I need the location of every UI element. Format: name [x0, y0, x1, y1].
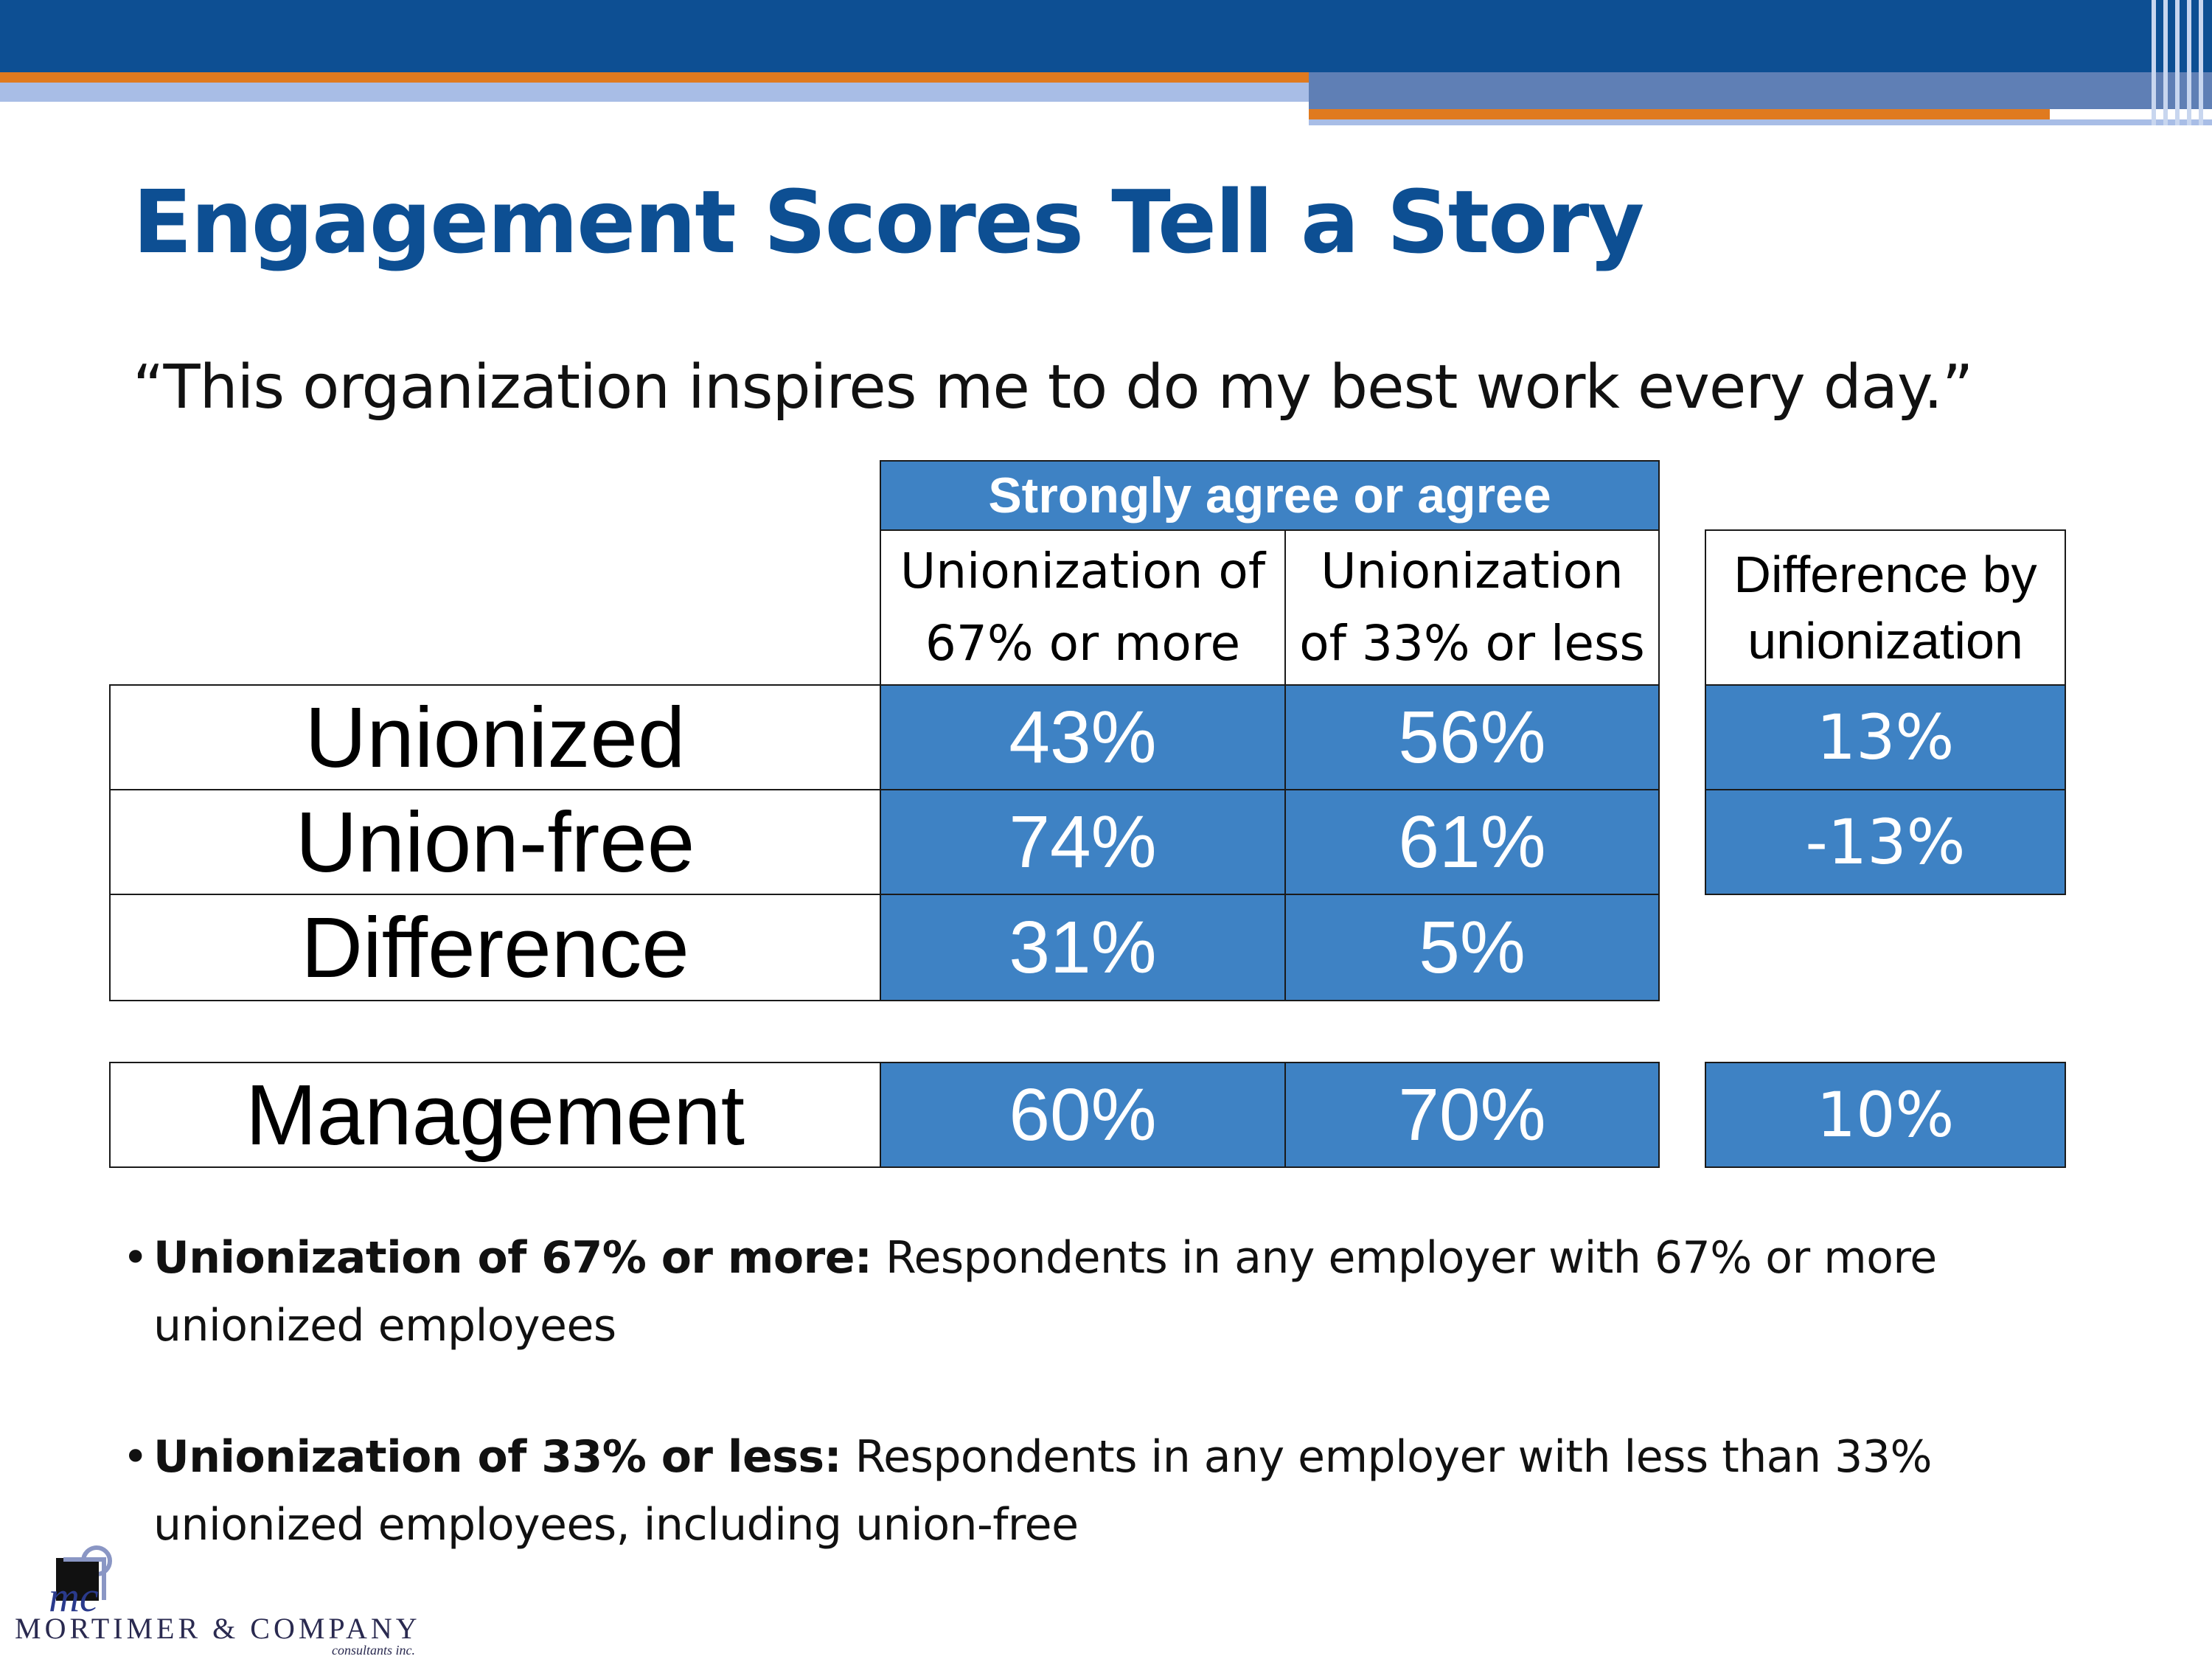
diff-management: 10%: [1705, 1062, 2066, 1168]
logo-monogram: mc: [49, 1573, 99, 1618]
value-management-67: 60%: [880, 1062, 1286, 1168]
logo-company-name: MORTIMER & COMPANY: [15, 1612, 421, 1645]
value-difference-67: 31%: [880, 894, 1286, 1001]
slide-title: Engagement Scores Tell a Story: [133, 171, 1644, 273]
header-accent-right: [1309, 72, 2212, 109]
header-accent-light: [0, 83, 1309, 102]
definition-text: Respondents in any employer with less th…: [841, 1431, 1933, 1483]
col-header-67-or-more: Unionization of 67% or more: [880, 529, 1286, 686]
group-header: Strongly agree or agree: [880, 460, 1660, 531]
definitions-list: • Unionization of 67% or more: Responden…: [118, 1224, 2109, 1622]
col-header-line: Unionization of: [900, 543, 1266, 599]
diff-union-free: -13%: [1705, 789, 2066, 895]
header-stripes: [2146, 0, 2212, 125]
value-union-free-67: 74%: [880, 789, 1286, 895]
diff-header: Difference by unionization: [1705, 529, 2066, 686]
header-accent-orange-right: [1309, 109, 2050, 119]
definition-term: Unionization of 33% or less:: [153, 1431, 842, 1483]
col-header-33-or-less: Unionization of 33% or less: [1284, 529, 1660, 686]
logo-mark-icon: mc: [49, 1545, 112, 1618]
definition-text-cont: unionized employees, including union-fre…: [153, 1499, 1079, 1551]
definition-term: Unionization of 67% or more:: [153, 1232, 872, 1284]
row-label-union-free: Union-free: [109, 789, 881, 895]
definition-text: Respondents in any employer with 67% or …: [872, 1232, 1937, 1284]
survey-statement: “This organization inspires me to do my …: [133, 352, 1973, 422]
header-accent-light-right: [1309, 119, 2212, 125]
bullet-icon: •: [122, 1232, 148, 1284]
col-header-line: 67% or more: [925, 615, 1241, 672]
row-label-difference: Difference: [109, 894, 881, 1001]
diff-unionized: 13%: [1705, 684, 2066, 790]
col-header-line: of 33% or less: [1299, 615, 1645, 672]
definition-item: • Unionization of 67% or more: Responden…: [118, 1224, 2109, 1360]
definition-text-cont: unionized employees: [153, 1300, 616, 1352]
bullet-icon: •: [122, 1431, 148, 1483]
value-unionized-67: 43%: [880, 684, 1286, 790]
header-accent-orange: [0, 72, 1309, 83]
company-logo: mc MORTIMER & COMPANY consultants inc.: [15, 1530, 457, 1658]
value-difference-33: 5%: [1284, 894, 1660, 1001]
definition-item: • Unionization of 33% or less: Responden…: [118, 1423, 2109, 1559]
value-union-free-33: 61%: [1284, 789, 1660, 895]
value-unionized-33: 56%: [1284, 684, 1660, 790]
col-header-line: Unionization: [1321, 543, 1624, 599]
logo-company-sub: consultants inc.: [332, 1643, 415, 1658]
row-label-management: Management: [109, 1062, 881, 1168]
header-band: [0, 0, 2212, 72]
diff-header-line: unionization: [1747, 612, 2023, 669]
value-management-33: 70%: [1284, 1062, 1660, 1168]
diff-header-line: Difference by: [1733, 546, 2037, 603]
row-label-unionized: Unionized: [109, 684, 881, 790]
